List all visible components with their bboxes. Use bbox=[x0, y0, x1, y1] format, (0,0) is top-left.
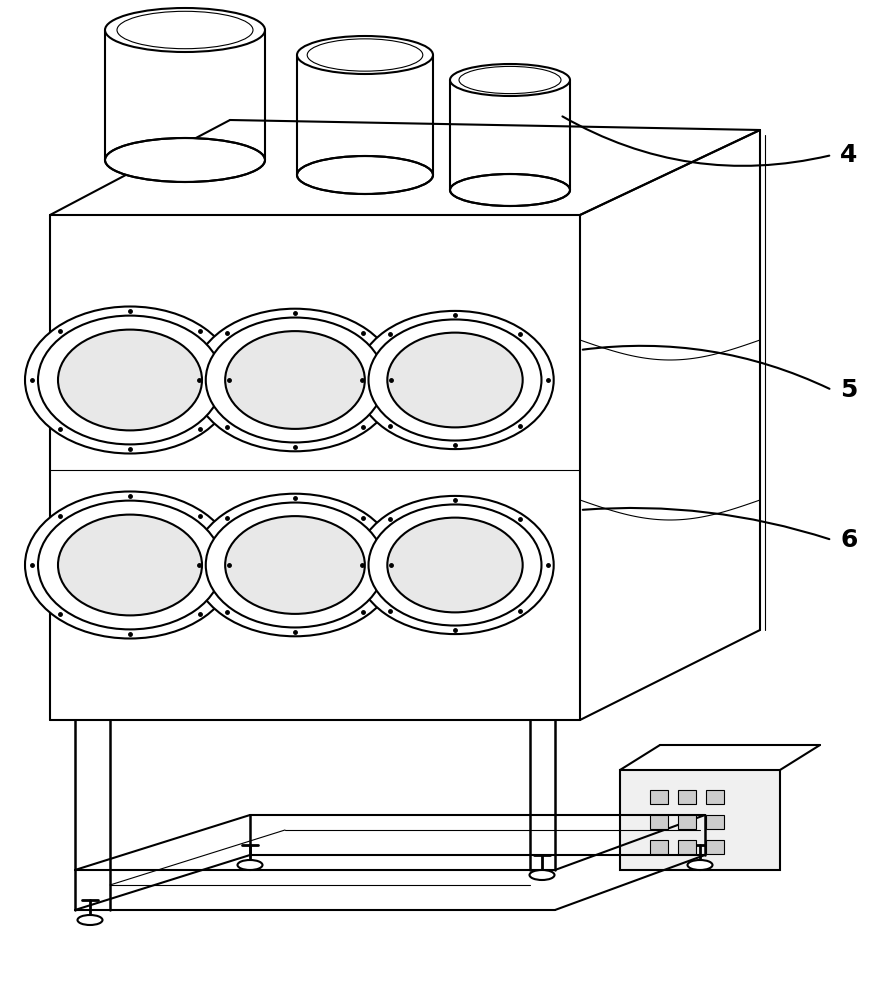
Bar bbox=[650, 840, 668, 854]
Ellipse shape bbox=[38, 316, 222, 444]
Ellipse shape bbox=[297, 36, 433, 74]
Ellipse shape bbox=[368, 319, 541, 441]
Text: 5: 5 bbox=[840, 378, 857, 402]
Ellipse shape bbox=[387, 518, 523, 612]
Ellipse shape bbox=[530, 870, 555, 880]
Bar bbox=[706, 815, 724, 829]
Ellipse shape bbox=[225, 516, 365, 614]
Ellipse shape bbox=[105, 8, 265, 52]
Ellipse shape bbox=[225, 331, 365, 429]
Bar bbox=[620, 770, 780, 870]
Bar bbox=[678, 815, 696, 829]
Bar bbox=[650, 790, 668, 804]
Ellipse shape bbox=[356, 496, 554, 634]
Ellipse shape bbox=[58, 515, 202, 615]
Ellipse shape bbox=[25, 491, 235, 639]
Bar bbox=[678, 790, 696, 804]
Bar bbox=[706, 790, 724, 804]
Ellipse shape bbox=[237, 860, 262, 870]
Ellipse shape bbox=[194, 309, 397, 451]
Ellipse shape bbox=[450, 64, 570, 96]
Bar bbox=[650, 815, 668, 829]
Ellipse shape bbox=[297, 156, 433, 194]
Ellipse shape bbox=[368, 504, 541, 626]
Bar bbox=[706, 840, 724, 854]
Text: 6: 6 bbox=[840, 528, 857, 552]
Ellipse shape bbox=[38, 501, 222, 629]
Bar bbox=[678, 840, 696, 854]
Ellipse shape bbox=[688, 860, 713, 870]
Ellipse shape bbox=[105, 138, 265, 182]
Ellipse shape bbox=[450, 174, 570, 206]
Ellipse shape bbox=[58, 330, 202, 430]
Ellipse shape bbox=[206, 318, 384, 442]
Ellipse shape bbox=[25, 306, 235, 454]
Ellipse shape bbox=[206, 503, 384, 627]
Text: 4: 4 bbox=[840, 143, 857, 167]
Ellipse shape bbox=[78, 915, 103, 925]
Ellipse shape bbox=[387, 333, 523, 427]
Ellipse shape bbox=[356, 311, 554, 449]
Ellipse shape bbox=[194, 494, 397, 636]
